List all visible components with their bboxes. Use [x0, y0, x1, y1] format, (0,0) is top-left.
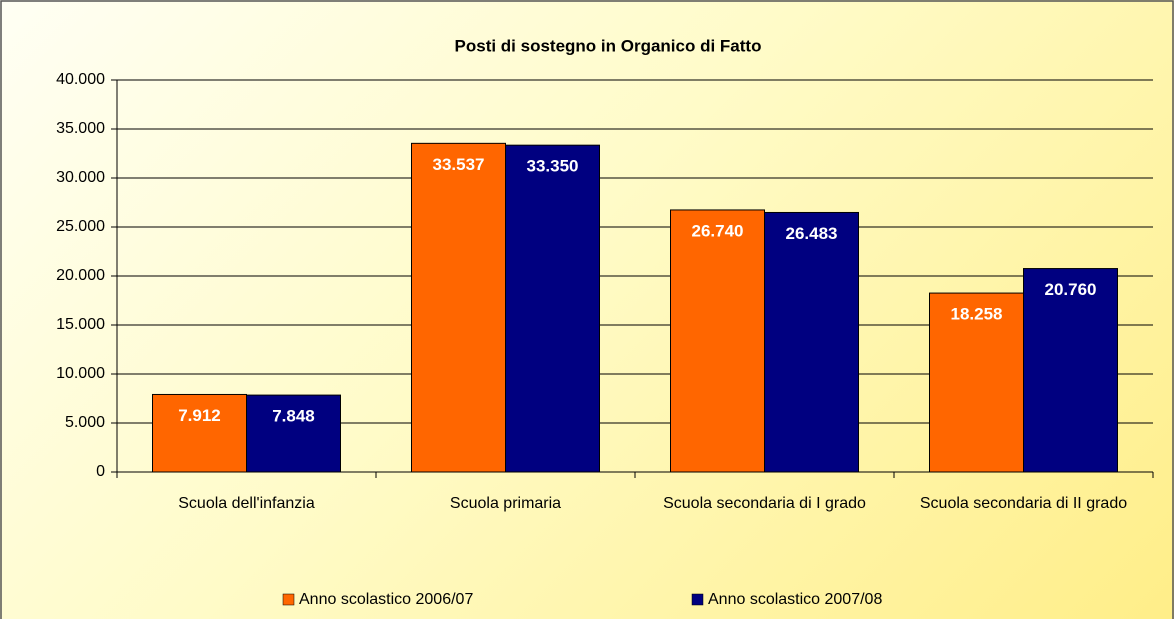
x-tick-label: Scuola secondaria di I grado [663, 495, 866, 512]
value-label: 7.912 [178, 406, 221, 425]
bar [505, 144, 600, 473]
x-tick-label: Scuola secondaria di II grado [919, 495, 1128, 512]
x-tick-label: Scuola primaria [449, 495, 562, 512]
bar [1023, 268, 1118, 473]
bar [246, 394, 341, 473]
y-tick-label: 25.000 [56, 218, 105, 235]
value-label: 26.483 [786, 224, 838, 243]
y-tick-label: 10.000 [56, 365, 105, 382]
value-label: 18.258 [951, 305, 1003, 324]
x-tick-label: Scuola dell'infanzia [178, 495, 315, 512]
value-label: 26.740 [692, 221, 744, 240]
chart-title: Posti di sostegno in Organico di Fatto [455, 36, 762, 55]
value-label: 33.537 [433, 155, 485, 174]
value-label: 33.350 [527, 157, 579, 176]
y-tick-label: 0 [96, 463, 105, 480]
legend-label: Anno scolastico 2006/07 [299, 591, 473, 608]
y-tick-label: 20.000 [56, 267, 105, 284]
y-tick-label: 15.000 [56, 316, 105, 333]
bar [764, 211, 859, 473]
legend-swatch [691, 593, 704, 606]
legend-label: Anno scolastico 2007/08 [708, 591, 882, 608]
value-label: 7.848 [272, 407, 315, 426]
value-label: 20.760 [1045, 280, 1097, 299]
y-tick-label: 5.000 [65, 414, 105, 431]
y-tick-label: 30.000 [56, 169, 105, 186]
bar [411, 142, 506, 473]
bar [929, 292, 1024, 473]
bar [670, 209, 765, 473]
legend-swatch [282, 593, 295, 606]
y-tick-label: 35.000 [56, 120, 105, 137]
bar [152, 393, 247, 473]
y-tick-label: 40.000 [56, 71, 105, 88]
